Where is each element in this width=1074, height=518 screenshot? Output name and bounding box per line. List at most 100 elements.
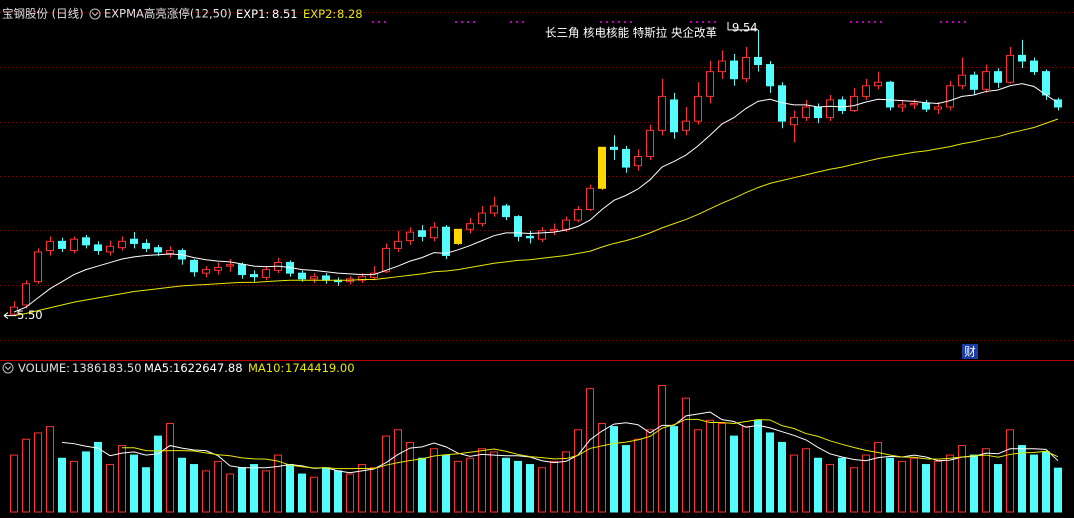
- volume-bar: [1006, 429, 1014, 513]
- event-dot: [378, 21, 380, 23]
- legend-name: EXP1:: [236, 7, 269, 21]
- volume-bar: [550, 460, 558, 513]
- volume-bar: [226, 473, 234, 513]
- volume-bar: [814, 457, 822, 513]
- candle-body: [730, 60, 738, 80]
- event-dot: [372, 21, 374, 23]
- candle-body: [502, 205, 510, 218]
- candle-body: [34, 251, 42, 283]
- event-dot: [696, 21, 698, 23]
- candle-body: [946, 85, 954, 108]
- event-dot: [708, 21, 710, 23]
- volume-bar: [826, 464, 834, 513]
- volume-bar: [958, 445, 966, 513]
- volume-bar: [562, 451, 570, 513]
- candle-body: [970, 74, 978, 90]
- candle-body: [958, 74, 966, 87]
- indicator-name: EXPMA高亮涨停(12,50): [104, 7, 232, 21]
- candle-body: [1042, 71, 1050, 96]
- event-dot: [461, 21, 463, 23]
- candle-body: [106, 245, 114, 253]
- indicator-icon: [89, 8, 101, 20]
- volume-bar: [82, 451, 90, 513]
- event-dot: [958, 21, 960, 23]
- volume-bar: [1042, 451, 1050, 513]
- candle-body: [934, 106, 942, 110]
- volume-bar: [742, 426, 750, 513]
- max-label: 9.54: [732, 20, 758, 34]
- candle-body: [838, 99, 846, 112]
- event-dot: [510, 21, 512, 23]
- candle-body: [370, 272, 378, 278]
- volume-bar: [934, 460, 942, 513]
- volume-bar: [250, 464, 258, 513]
- volume-bar: [22, 438, 30, 513]
- candle-body: [694, 95, 702, 122]
- legend-name: VOLUME:: [18, 361, 70, 375]
- volume-bar: [622, 445, 630, 513]
- event-dot: [862, 21, 864, 23]
- volume-bar: [682, 397, 690, 513]
- candle-body: [1018, 54, 1026, 62]
- volume-icon: [2, 362, 14, 374]
- candle-body: [250, 274, 258, 278]
- volume-bar: [214, 460, 222, 513]
- event-dot: [952, 21, 954, 23]
- event-dots: [372, 21, 966, 23]
- candle-body: [526, 235, 534, 239]
- event-dot: [600, 21, 602, 23]
- volume-bar: [394, 429, 402, 513]
- volume-bar: [46, 426, 54, 513]
- candle-body: [454, 228, 462, 244]
- candle-body: [418, 230, 426, 237]
- candle-body: [214, 266, 222, 271]
- candle-body: [154, 247, 162, 253]
- finance-marker: 财: [964, 345, 976, 359]
- candle-body: [742, 56, 750, 80]
- event-dot: [624, 21, 626, 23]
- candle-body: [1006, 54, 1014, 83]
- candle-body: [394, 240, 402, 249]
- event-dot: [618, 21, 620, 23]
- candle-body: [1030, 60, 1038, 73]
- legend-entry: EXP2:8.28: [303, 7, 363, 21]
- event-dot: [874, 21, 876, 23]
- candle-body: [94, 244, 102, 252]
- volume-bar: [610, 426, 618, 513]
- event-dot: [606, 21, 608, 23]
- candle-body: [754, 56, 762, 66]
- candle-body: [382, 247, 390, 273]
- volume-bar: [334, 470, 342, 513]
- event-dot: [856, 21, 858, 23]
- indicator-line: [13, 83, 1059, 313]
- min-label: 5.50: [17, 308, 43, 322]
- event-dot: [714, 21, 716, 23]
- candle-body: [514, 216, 522, 237]
- event-dot: [516, 21, 518, 23]
- volume-bar: [706, 419, 714, 513]
- volume-bar: [274, 454, 282, 513]
- event-dot: [467, 21, 469, 23]
- candle-body: [826, 99, 834, 119]
- indicator-line: [122, 418, 1059, 470]
- legend-name: MA10:: [248, 361, 284, 375]
- volume-bar: [646, 429, 654, 513]
- volume-bar: [574, 429, 582, 513]
- candle-body: [58, 240, 66, 249]
- candle-body: [442, 226, 450, 256]
- volume-bar: [346, 473, 354, 513]
- event-dot: [630, 21, 632, 23]
- candle-body: [46, 240, 54, 252]
- volume-bar: [838, 457, 846, 513]
- volume-bar: [886, 457, 894, 513]
- volume-bar: [178, 457, 186, 513]
- candle-body: [922, 102, 930, 110]
- volume-bar: [634, 438, 642, 513]
- event-dot: [612, 21, 614, 23]
- candle-body: [190, 259, 198, 273]
- candle-body: [262, 269, 270, 278]
- volume-bar: [358, 464, 366, 513]
- volume-bar: [598, 422, 606, 513]
- volume-bar: [718, 422, 726, 513]
